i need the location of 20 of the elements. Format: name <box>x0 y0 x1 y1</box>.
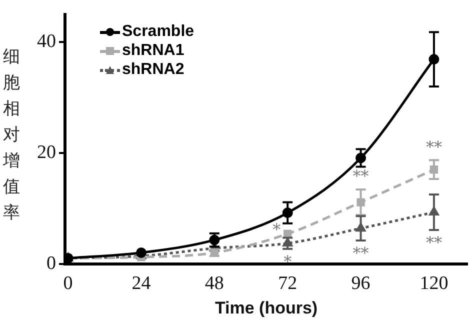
annotation: ** <box>352 166 369 186</box>
annotation: * <box>284 252 292 271</box>
x-tick-label: 72 <box>278 273 298 294</box>
legend-label: shRNA1 <box>122 41 184 60</box>
x-tick-label: 48 <box>204 273 224 294</box>
y-axis-title: 细胞相对增值率 <box>3 46 21 225</box>
legend-label: shRNA2 <box>122 60 184 79</box>
annotation: ** <box>352 244 369 263</box>
x-tick-label: 120 <box>420 273 448 294</box>
annotation: ** <box>426 233 442 252</box>
x-axis-title: Time (hours) <box>214 298 318 318</box>
annotation: ** <box>426 137 442 156</box>
x-tick-label: 0 <box>63 273 73 294</box>
y-tick-label: 20 <box>37 142 56 163</box>
y-tick-label: 0 <box>46 252 56 274</box>
x-tick-label: 96 <box>351 273 370 294</box>
y-tick-label: 40 <box>37 31 56 52</box>
annotation: * <box>272 220 281 240</box>
legend-label: Scramble <box>122 22 194 41</box>
x-tick-label: 24 <box>132 273 152 294</box>
